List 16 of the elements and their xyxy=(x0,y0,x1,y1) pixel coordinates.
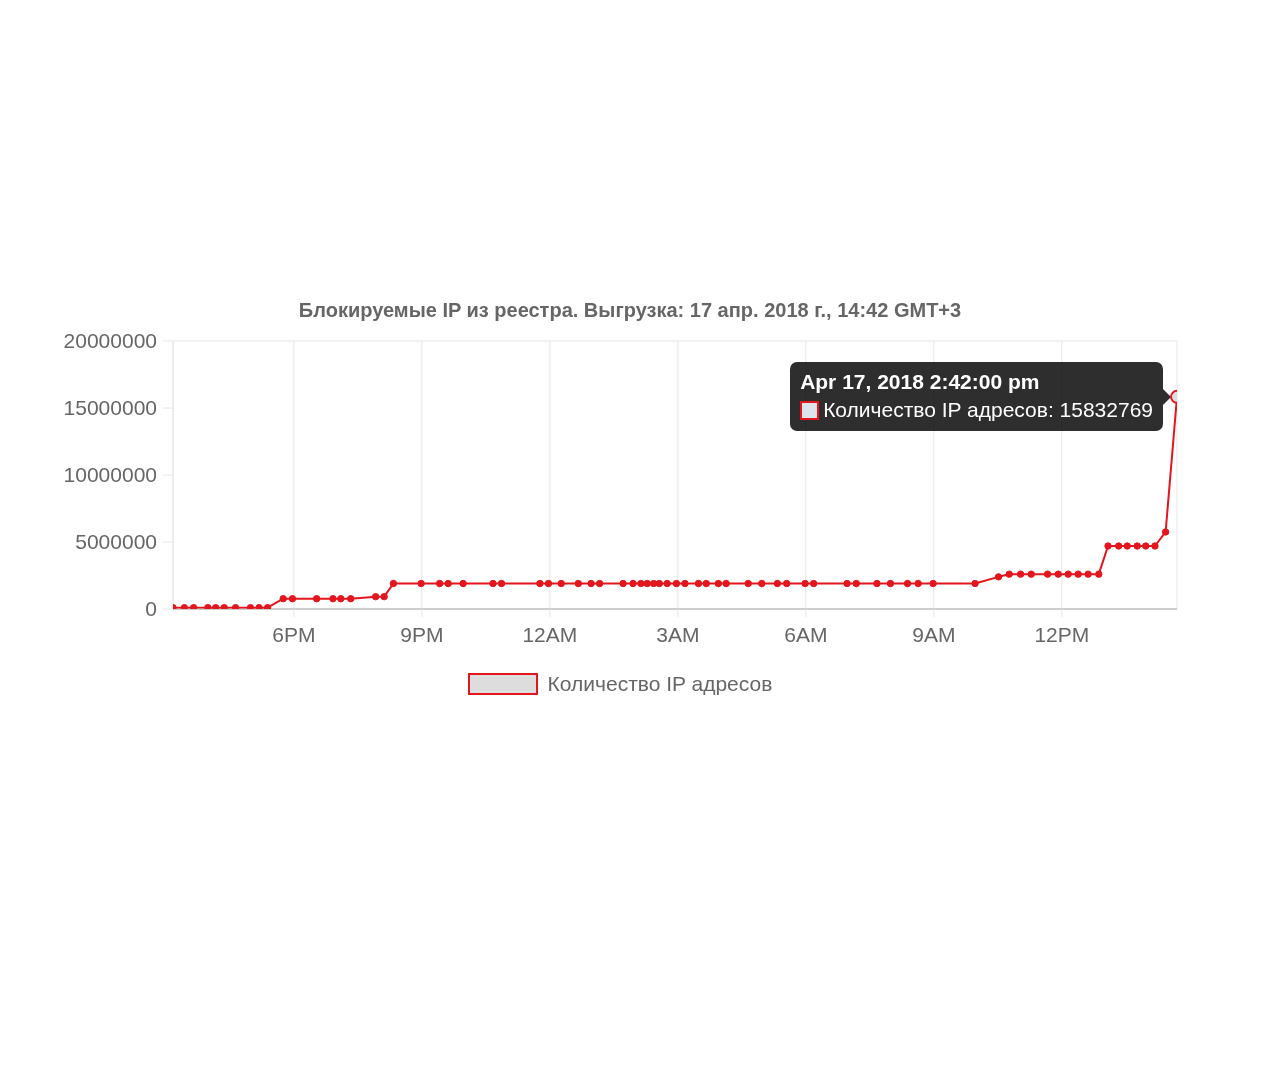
x-tick-label: 6PM xyxy=(272,622,316,646)
y-tick-label: 20000000 xyxy=(63,329,157,353)
x-tick-label: 12AM xyxy=(522,622,578,646)
x-tick-label: 9AM xyxy=(912,622,956,646)
y-tick-label: 0 xyxy=(145,597,157,621)
annotation: Apr 17, 2018 2:42:00 pm Количество IP адресов: 15832769 xyxy=(800,369,1153,424)
chart-title: Блокируемые IP из реестра. Выгрузка: 17 апр. 2018 г., 14:42 GMT+3 xyxy=(297,298,963,323)
x-tick-label: 3AM xyxy=(656,622,700,646)
x-tick-label: 9PM xyxy=(400,622,444,646)
tooltip: Apr 17, 2018 2:42:00 pm Количество IP адресов: 15832769 xyxy=(790,362,1171,432)
legend-label: Количество IP адресов xyxy=(547,672,773,696)
y-tick-label: 15000000 xyxy=(63,396,157,420)
y-tick-label: 10000000 xyxy=(63,463,157,487)
x-tick-label: 12PM xyxy=(1034,622,1090,646)
x-tick-label: 6AM xyxy=(784,622,828,646)
y-tick-label: 5000000 xyxy=(75,530,157,554)
